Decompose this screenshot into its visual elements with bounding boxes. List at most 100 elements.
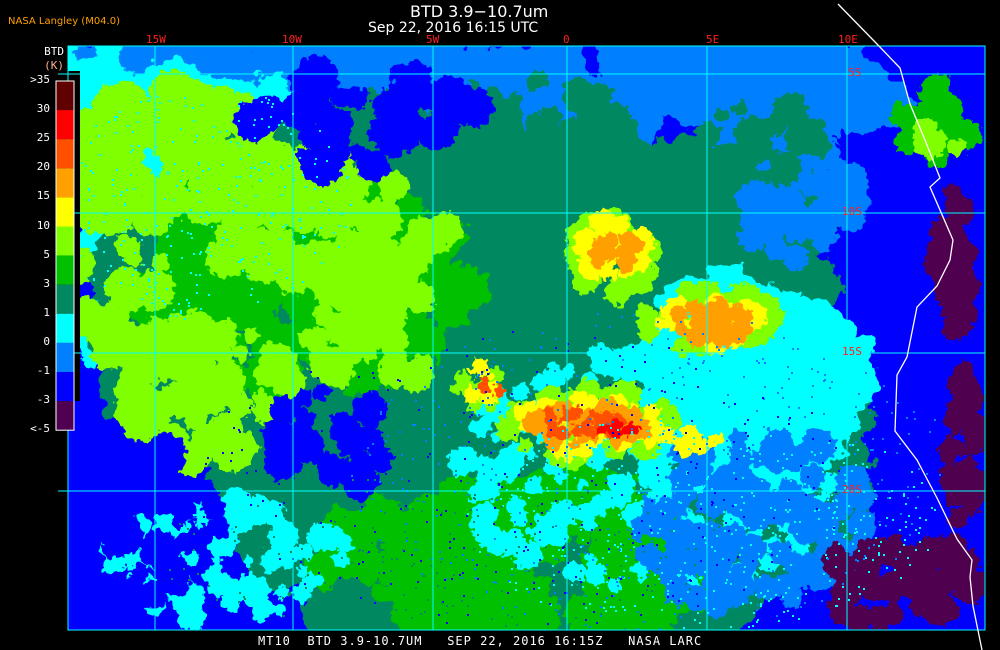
speckle-pixel [743, 455, 745, 457]
speckle-pixel [250, 504, 252, 506]
speckle-pixel [495, 571, 497, 573]
speckle-pixel [727, 394, 729, 396]
speckle-pixel [845, 550, 847, 552]
speckle-pixel [728, 406, 730, 408]
speckle-pixel [576, 594, 578, 596]
speckle-pixel [85, 165, 87, 167]
speckle-pixel [281, 418, 283, 420]
speckle-pixel [660, 510, 662, 512]
speckle-pixel [479, 544, 481, 546]
speckle-pixel [791, 500, 793, 502]
cloud-pixel-cluster [544, 515, 560, 531]
speckle-pixel [467, 513, 469, 515]
speckle-pixel [367, 479, 369, 481]
speckle-pixel [634, 532, 636, 534]
cloud-pixel-cluster [172, 513, 188, 529]
cloud-pixel-cluster [193, 525, 214, 546]
speckle-pixel [608, 548, 610, 550]
speckle-pixel [627, 556, 629, 558]
speckle-pixel [788, 423, 790, 425]
speckle-pixel [588, 566, 590, 568]
speckle-pixel [573, 549, 575, 551]
speckle-pixel [699, 448, 701, 450]
speckle-pixel [243, 596, 245, 598]
speckle-pixel [760, 448, 762, 450]
speckle-pixel [281, 194, 283, 196]
speckle-pixel [530, 486, 532, 488]
speckle-pixel [564, 538, 566, 540]
speckle-pixel [774, 475, 776, 477]
speckle-pixel [921, 482, 923, 484]
speckle-pixel [591, 529, 593, 531]
speckle-pixel [304, 583, 306, 585]
speckle-pixel [493, 361, 495, 363]
speckle-pixel [683, 627, 685, 629]
cloud-pixel-cluster [356, 150, 390, 183]
cloud-pixel-cluster [862, 550, 875, 563]
cloud-pixel-cluster [802, 440, 826, 463]
cloud-pixel-cluster [197, 555, 213, 571]
speckle-pixel [850, 445, 852, 447]
cloud-pixel-cluster [955, 402, 975, 422]
speckle-pixel [707, 612, 709, 614]
speckle-pixel [578, 553, 580, 555]
speckle-pixel [661, 390, 663, 392]
speckle-pixel [198, 163, 200, 165]
speckle-pixel [596, 593, 598, 595]
speckle-pixel [247, 276, 249, 278]
cloud-pixel-cluster [265, 226, 294, 256]
speckle-pixel [680, 502, 682, 504]
speckle-pixel [369, 454, 371, 456]
speckle-pixel [750, 602, 752, 604]
cloud-pixel-cluster [920, 546, 940, 566]
speckle-pixel [305, 587, 307, 589]
speckle-pixel [268, 99, 270, 101]
speckle-pixel [612, 421, 614, 423]
speckle-pixel [420, 613, 422, 615]
cloud-pixel-cluster [782, 244, 808, 270]
cloud-pixel-cluster [607, 422, 618, 433]
speckle-pixel [331, 485, 333, 487]
speckle-pixel [918, 468, 920, 470]
speckle-pixel [554, 511, 556, 513]
cloud-pixel-cluster [330, 87, 352, 108]
cloud-pixel-cluster [269, 520, 299, 550]
speckle-pixel [360, 597, 362, 599]
speckle-pixel [667, 596, 669, 598]
speckle-pixel [529, 359, 531, 361]
speckle-pixel [277, 404, 279, 406]
speckle-pixel [763, 519, 765, 521]
speckle-pixel [104, 285, 106, 287]
speckle-pixel [510, 514, 512, 516]
speckle-pixel [501, 506, 503, 508]
speckle-pixel [811, 396, 813, 398]
speckle-pixel [664, 495, 666, 497]
cloud-pixel-cluster [389, 63, 411, 84]
speckle-pixel [321, 262, 323, 264]
speckle-pixel [320, 394, 322, 396]
speckle-pixel [231, 245, 233, 247]
speckle-pixel [378, 572, 380, 574]
speckle-pixel [495, 582, 497, 584]
speckle-pixel [909, 564, 911, 566]
cloud-pixel-cluster [851, 569, 866, 584]
speckle-pixel [905, 521, 907, 523]
speckle-pixel [546, 444, 548, 446]
speckle-pixel [763, 426, 765, 428]
speckle-pixel [631, 533, 633, 535]
speckle-pixel [885, 525, 887, 527]
speckle-pixel [744, 566, 746, 568]
speckle-pixel [652, 543, 654, 545]
speckle-pixel [541, 347, 543, 349]
speckle-pixel [752, 560, 754, 562]
speckle-pixel [178, 303, 180, 305]
speckle-pixel [408, 480, 410, 482]
speckle-pixel [212, 136, 214, 138]
cloud-pixel-cluster [687, 440, 696, 449]
speckle-pixel [716, 564, 718, 566]
speckle-pixel [273, 536, 275, 538]
colorbar-tick-label: 25 [36, 131, 50, 145]
speckle-pixel [571, 584, 573, 586]
speckle-pixel [388, 403, 390, 405]
speckle-pixel [557, 464, 559, 466]
